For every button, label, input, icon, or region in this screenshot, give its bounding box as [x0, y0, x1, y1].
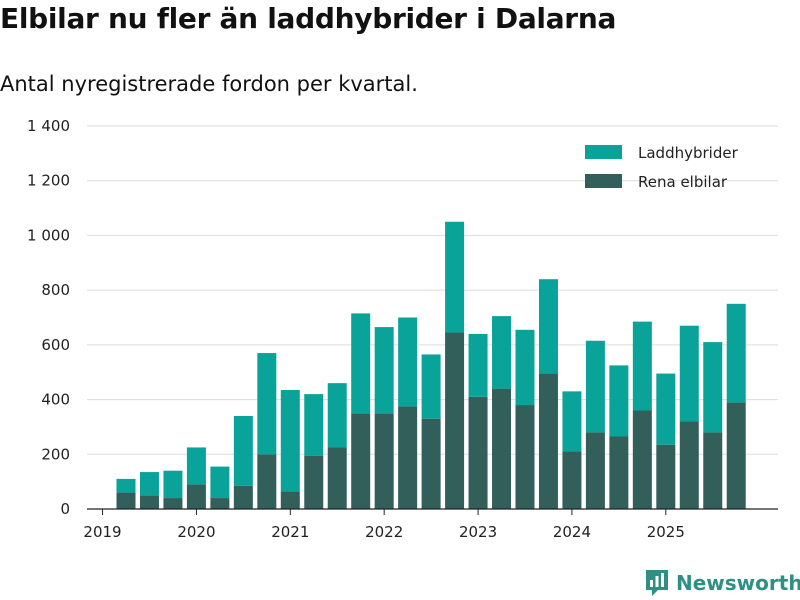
bar-laddhybrider: [280, 389, 300, 492]
y-tick-label: 400: [41, 391, 70, 409]
legend-label-elbilar: Rena elbilar: [638, 173, 728, 191]
x-tick-label: 2023: [459, 523, 497, 541]
y-tick-label: 0: [60, 500, 70, 518]
x-tick-label: 2025: [647, 523, 685, 541]
bar-laddhybrider: [398, 317, 418, 407]
bar-laddhybrider: [492, 316, 512, 389]
bar-rena-elbilar: [445, 332, 465, 509]
bar-laddhybrider: [139, 472, 159, 496]
bar-rena-elbilar: [163, 498, 183, 509]
bar-rena-elbilar: [656, 444, 676, 509]
bar-laddhybrider: [445, 221, 465, 333]
y-tick-label: 600: [41, 336, 70, 354]
bar-laddhybrider: [468, 333, 488, 397]
bar-rena-elbilar: [304, 455, 324, 509]
bar-laddhybrider: [703, 342, 723, 433]
bar-laddhybrider: [116, 478, 136, 493]
chart-title: Elbilar nu fler än laddhybrider i Dalarn…: [0, 2, 617, 35]
bar-rena-elbilar: [679, 421, 699, 509]
bar-laddhybrider: [538, 279, 558, 374]
bar-rena-elbilar: [139, 495, 159, 509]
brand-name: Newsworthy: [676, 571, 800, 595]
y-tick-label: 800: [41, 281, 70, 299]
bar-laddhybrider: [562, 391, 582, 452]
bar-rena-elbilar: [609, 436, 629, 509]
bar-laddhybrider: [632, 321, 652, 411]
bar-rena-elbilar: [421, 418, 441, 509]
bar-laddhybrider: [186, 447, 206, 485]
x-tick-label: 2024: [553, 523, 591, 541]
bar-rena-elbilar: [233, 485, 253, 509]
bar-rena-elbilar: [562, 451, 582, 509]
legend-swatch-elbilar: [585, 174, 622, 188]
y-tick-label: 1 200: [27, 172, 70, 190]
bar-rena-elbilar: [703, 432, 723, 509]
x-tick-label: 2021: [271, 523, 309, 541]
x-tick-label: 2019: [83, 523, 121, 541]
bar-rena-elbilar: [468, 396, 488, 509]
bars: [116, 221, 746, 509]
legend-swatch-laddhybrider: [585, 145, 622, 159]
bar-rena-elbilar: [538, 373, 558, 509]
bar-rena-elbilar: [210, 498, 230, 509]
legend: Laddhybrider Rena elbilar: [585, 144, 739, 191]
bar-laddhybrider: [257, 353, 277, 455]
bar-rena-elbilar: [374, 413, 394, 509]
y-axis-ticks: 0 200 400 600 800 1 000 1 200 1 400: [27, 117, 70, 518]
bar-rena-elbilar: [492, 388, 512, 509]
brand-logo: Newsworthy: [644, 568, 800, 598]
bar-laddhybrider: [585, 340, 605, 433]
x-axis: 2019 2020 2021 2022 2023 2024 2025: [83, 508, 778, 541]
bar-rena-elbilar: [116, 492, 136, 509]
bar-laddhybrider: [679, 325, 699, 422]
bar-laddhybrider: [656, 373, 676, 445]
bar-laddhybrider: [374, 327, 394, 414]
bar-rena-elbilar: [632, 410, 652, 509]
bar-rena-elbilar: [398, 406, 418, 509]
bar-rena-elbilar: [515, 405, 535, 509]
y-tick-label: 1 000: [27, 226, 70, 244]
bar-rena-elbilar: [585, 432, 605, 509]
bar-laddhybrider: [304, 394, 324, 456]
bar-rena-elbilar: [280, 491, 300, 509]
bar-laddhybrider: [609, 365, 629, 437]
x-tick-label: 2022: [365, 523, 403, 541]
bar-laddhybrider: [726, 303, 746, 403]
chart-subtitle: Antal nyregistrerade fordon per kvartal.: [0, 72, 418, 96]
bar-laddhybrider: [327, 383, 347, 448]
bar-laddhybrider: [233, 415, 253, 486]
y-tick-label: 1 400: [27, 117, 70, 135]
legend-label-laddhybrider: Laddhybrider: [638, 144, 739, 162]
newsworthy-logo-icon: [646, 570, 668, 596]
bar-laddhybrider: [210, 466, 230, 499]
bar-rena-elbilar: [327, 447, 347, 509]
bar-laddhybrider: [163, 470, 183, 499]
bar-rena-elbilar: [726, 402, 746, 509]
bar-rena-elbilar: [186, 484, 206, 509]
bar-laddhybrider: [351, 313, 371, 414]
bar-rena-elbilar: [257, 454, 277, 509]
bar-laddhybrider: [421, 354, 441, 419]
x-tick-label: 2020: [177, 523, 215, 541]
y-tick-label: 200: [41, 445, 70, 463]
bar-laddhybrider: [515, 329, 535, 406]
bar-rena-elbilar: [351, 413, 371, 509]
